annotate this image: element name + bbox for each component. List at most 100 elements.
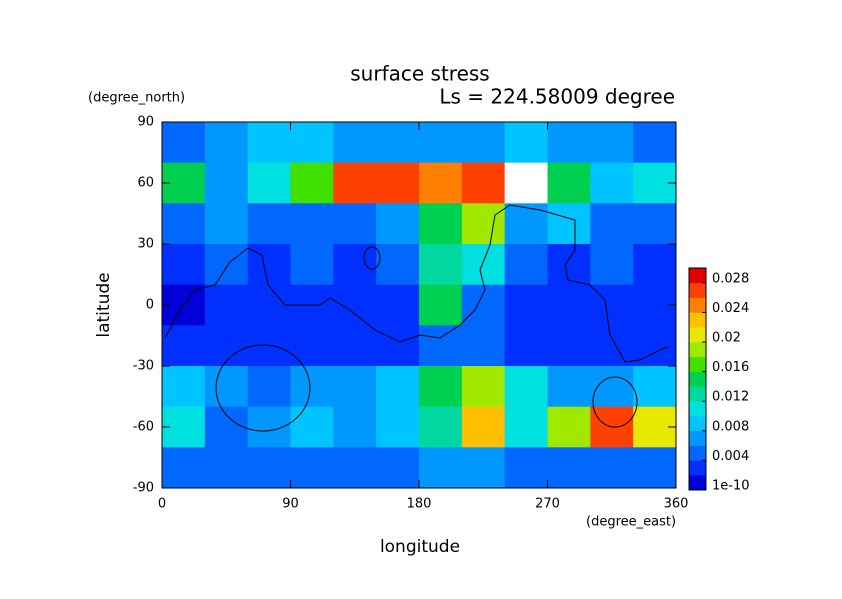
cell [461, 162, 506, 204]
cell [461, 447, 506, 489]
cell [247, 366, 291, 408]
cell [333, 325, 377, 367]
cell [290, 244, 334, 286]
x-tick-label: 270 [535, 497, 560, 512]
cell [204, 284, 249, 326]
cell [419, 162, 463, 204]
chart-title: surface stress [350, 62, 489, 86]
cell [376, 122, 420, 164]
colorbar-frame [688, 267, 707, 491]
cell [247, 203, 291, 245]
cell [590, 447, 634, 489]
cell [247, 447, 291, 489]
cell [376, 325, 420, 367]
cell [547, 244, 591, 286]
cell [333, 122, 377, 164]
colorbar-tick-label: 1e-10 [712, 479, 750, 494]
x-tick-label: 180 [407, 497, 432, 512]
field [162, 122, 677, 489]
cell [204, 406, 249, 448]
cell [333, 447, 377, 489]
cell [547, 366, 591, 408]
cell [333, 284, 377, 326]
cell [333, 203, 377, 245]
cell [162, 366, 206, 408]
cell [419, 122, 463, 164]
cell [461, 203, 506, 245]
cell [504, 325, 548, 367]
colorbar-level [689, 386, 706, 402]
cell [333, 162, 377, 204]
colorbar-tick-label: 0.012 [712, 390, 749, 405]
cell [461, 406, 506, 448]
cell [162, 325, 206, 367]
cell [376, 284, 420, 326]
cell [590, 284, 634, 326]
cell [504, 284, 548, 326]
colorbar-level [689, 342, 706, 358]
cell [504, 447, 548, 489]
cell [376, 406, 420, 448]
cell [504, 122, 548, 164]
cell [419, 244, 463, 286]
cell [461, 122, 506, 164]
cell [419, 366, 463, 408]
y-tick-label: 90 [137, 115, 154, 130]
y-tick-label: -60 [133, 420, 154, 435]
colorbar-level [689, 312, 706, 328]
cell [376, 244, 420, 286]
chart-subtitle: Ls = 224.58009 degree [439, 85, 675, 109]
crater-outline [363, 246, 381, 270]
colorbar-level [689, 430, 706, 446]
colorbar-level [689, 460, 706, 476]
cell [419, 325, 463, 367]
x-axis-label: longitude [380, 537, 460, 557]
colorbar-tick-label: 0.016 [712, 360, 749, 375]
cell [547, 162, 591, 204]
cell [333, 366, 377, 408]
cell [247, 284, 291, 326]
colorbar-tick-label: 0.028 [712, 271, 749, 286]
cell [590, 325, 634, 367]
cell [461, 325, 506, 367]
cell [590, 366, 634, 408]
colorbar-level [689, 371, 706, 387]
cell [333, 406, 377, 448]
cell [333, 244, 377, 286]
cell [247, 406, 291, 448]
cell [204, 162, 249, 204]
y-tick-label: 0 [146, 298, 154, 313]
colorbar-level [689, 356, 706, 372]
cell [590, 203, 634, 245]
colorbar-tick-label: 0.008 [712, 419, 749, 434]
cell [247, 122, 291, 164]
cell [204, 244, 249, 286]
cell [504, 162, 548, 204]
y-tick-label: -30 [133, 359, 154, 374]
cell [461, 366, 506, 408]
cell [247, 162, 291, 204]
cell [290, 406, 334, 448]
x-unit: (degree_east) [586, 515, 676, 530]
colorbar-level [689, 327, 706, 343]
cell [547, 325, 591, 367]
crater-outline [592, 376, 638, 428]
cell [419, 406, 463, 448]
x-tick-label: 0 [158, 497, 166, 512]
cell [547, 284, 591, 326]
cell [547, 447, 591, 489]
cell [504, 244, 548, 286]
cell [547, 122, 591, 164]
cell [633, 447, 677, 489]
cell [633, 366, 677, 408]
cell [461, 284, 506, 326]
crater-outline [215, 344, 311, 432]
cell [204, 325, 249, 367]
colorbar-level [689, 416, 706, 432]
y-tick-label: 60 [137, 176, 154, 191]
cell [590, 122, 634, 164]
cell [504, 203, 548, 245]
cell [504, 406, 548, 448]
cell [204, 447, 249, 489]
